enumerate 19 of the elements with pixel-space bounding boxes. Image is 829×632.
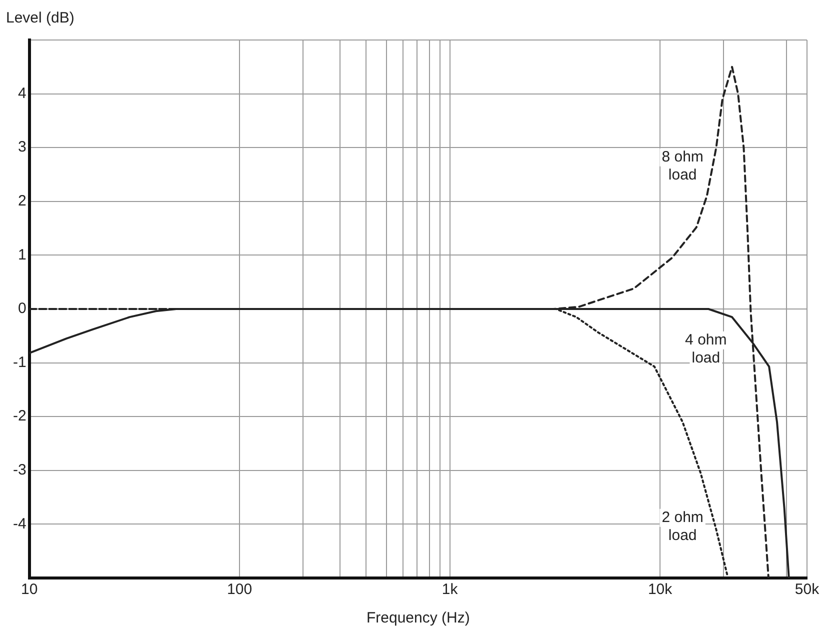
x-axis-title: Frequency (Hz) [366,610,470,627]
y-tick-label: 0 [18,300,26,318]
y-tick-label: -4 [12,515,26,532]
x-tick-label: 10 [20,581,38,598]
x-tick-label: 10k [648,581,673,598]
y-tick-label: -3 [12,462,26,479]
y-axis-title: Level (dB) [6,10,74,27]
y-tick-label: 3 [18,138,26,156]
y-tick-label: 2 [18,192,26,210]
x-tick-label: 100 [227,581,252,598]
y-tick-label: -2 [12,408,26,425]
series-label: 4 ohm load [685,331,727,366]
x-tick-label: 1k [442,581,458,598]
series-label: 2 ohm load [662,509,704,544]
y-tick-label: 4 [18,84,26,102]
x-tick-label: 50k [794,581,820,598]
series-label: 8 ohm load [662,148,704,184]
y-tick-label: -1 [12,354,26,371]
y-tick-label: 1 [18,246,26,264]
